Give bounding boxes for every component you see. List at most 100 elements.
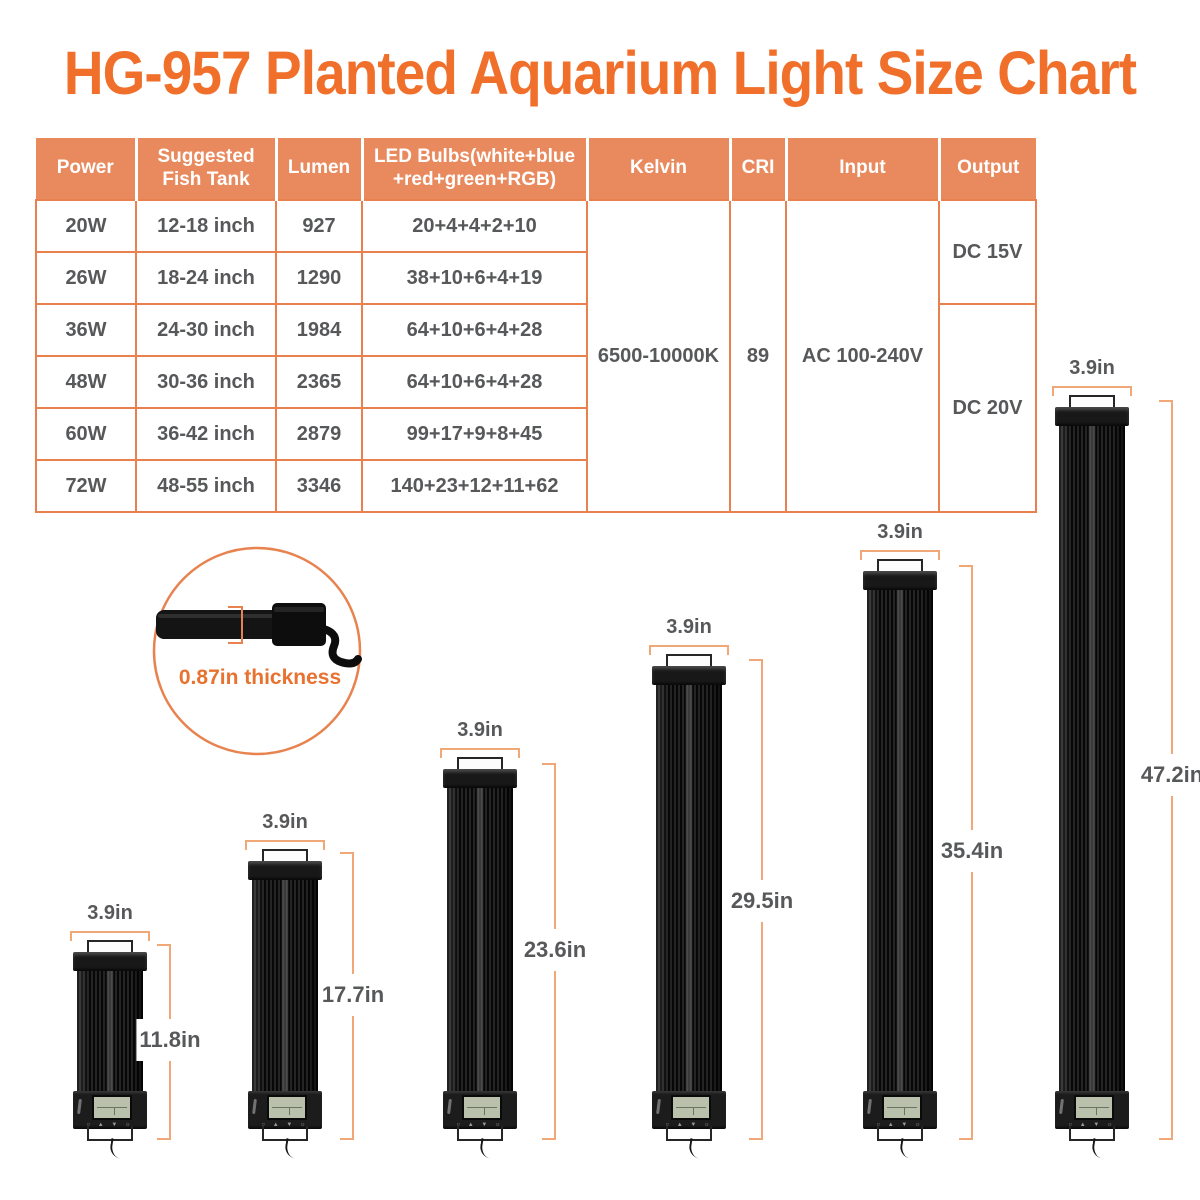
light-side-view-illustration: 0.87in thickness <box>152 546 362 756</box>
cell-tank: 36-42 inch <box>135 407 277 461</box>
bar-control-box: ○ ▲ ▼ ☼ <box>652 1091 726 1129</box>
control-icons: ○ ▲ ▼ ☼ <box>1068 1122 1116 1128</box>
cell-power: 36W <box>35 303 137 357</box>
header-lumen: Lumen <box>274 138 362 201</box>
cell-bulbs: 20+4+4+2+10 <box>361 199 588 253</box>
width-bracket <box>649 645 729 655</box>
hanging-bracket-icon <box>877 1126 923 1141</box>
page-title: HG-957 Planted Aquarium Light Size Chart <box>63 39 1137 107</box>
height-label: 17.7in <box>318 974 388 1016</box>
header-power: Power <box>36 138 136 201</box>
bar-ribbed-body <box>252 880 318 1092</box>
hanging-bracket-icon <box>262 849 308 864</box>
bar-control-box: ○ ▲ ▼ ☼ <box>1055 1091 1129 1129</box>
thickness-label: 0.87in thickness <box>179 666 341 689</box>
cell-power: 26W <box>35 251 137 305</box>
bar-top-cap <box>863 571 937 590</box>
height-dimension-line: 17.7in <box>318 852 388 1140</box>
header-output: Output <box>937 138 1036 201</box>
header-fish-tank: Suggested Fish Tank <box>134 138 276 201</box>
cell-tank: 18-24 inch <box>135 251 277 305</box>
height-dimension-line: 11.8in <box>136 944 204 1140</box>
cell-lumen: 2365 <box>275 355 363 409</box>
width-label: 3.9in <box>457 719 503 741</box>
power-cable-icon <box>108 1138 126 1159</box>
width-bracket <box>440 748 520 758</box>
header-cri: CRI <box>728 138 786 201</box>
cell-power: 20W <box>35 199 137 253</box>
brand-mark-icon <box>77 1098 82 1115</box>
control-icons: ○ ▲ ▼ ☼ <box>456 1122 504 1128</box>
cell-bulbs: 140+23+12+11+62 <box>361 459 588 513</box>
header-led-bulbs: LED Bulbs(white+blue +red+green+RGB) <box>360 138 587 201</box>
thickness-measure-mark <box>228 606 243 644</box>
width-label: 3.9in <box>1069 357 1115 379</box>
bar-top-cap <box>73 952 147 971</box>
bar-top-cap <box>652 666 726 685</box>
bar-ribbed-body <box>1059 426 1125 1092</box>
bar-control-box: ○ ▲ ▼ ☼ <box>443 1091 517 1129</box>
thickness-detail-circle: 0.87in thickness <box>148 543 366 761</box>
light-bar-47in: 3.9in ○ ▲ ▼ ☼ <box>1052 357 1132 1159</box>
height-dimension-line: 29.5in <box>727 659 797 1140</box>
lcd-display <box>882 1095 922 1120</box>
bar-top-cap <box>248 861 322 880</box>
cell-lumen: 3346 <box>275 459 363 513</box>
table-row: 36W 24-30 inch 1984 64+10+6+4+28 DC 20V <box>35 303 1037 513</box>
lcd-display <box>462 1095 502 1120</box>
brand-mark-icon <box>252 1098 257 1115</box>
hanging-bracket-icon <box>87 940 133 955</box>
hanging-bracket-icon <box>1069 1126 1115 1141</box>
bar-top-cap <box>443 769 517 788</box>
hanging-bracket-icon <box>666 1126 712 1141</box>
bar-ribbed-body <box>447 788 513 1092</box>
cell-power: 48W <box>35 355 137 409</box>
brand-mark-icon <box>447 1098 452 1115</box>
hanging-bracket-icon <box>457 1126 503 1141</box>
control-icons: ○ ▲ ▼ ☼ <box>665 1122 713 1128</box>
table-row: 20W 12-18 inch 927 20+4+4+2+10 6500-1000… <box>35 199 1037 513</box>
hanging-bracket-icon <box>877 559 923 574</box>
cell-output-dc15v: DC 15V <box>938 199 1037 305</box>
brand-mark-icon <box>1059 1098 1064 1115</box>
height-dimension-line: 47.2in <box>1137 400 1200 1140</box>
table-row: 72W 48-55 inch 3346 140+23+12+11+62 <box>35 459 1036 513</box>
power-cable-icon <box>898 1138 916 1159</box>
cell-tank: 24-30 inch <box>135 303 277 357</box>
header-input: Input <box>784 138 939 201</box>
cell-bulbs: 64+10+6+4+28 <box>361 355 588 409</box>
light-bar-35in: 3.9in ○ ▲ ▼ ☼ <box>860 521 940 1159</box>
height-label: 47.2in <box>1137 754 1200 796</box>
cell-lumen: 2879 <box>275 407 363 461</box>
height-label: 11.8in <box>136 1019 204 1061</box>
hanging-bracket-icon <box>262 1126 308 1141</box>
light-bar-29in: 3.9in ○ ▲ ▼ ☼ <box>649 616 729 1159</box>
light-bar-23in: 3.9in ○ ▲ ▼ ☼ <box>440 719 520 1159</box>
cell-kelvin: 6500-10000K <box>586 199 731 513</box>
cell-power: 72W <box>35 459 137 513</box>
hanging-bracket-icon <box>666 654 712 669</box>
lcd-display <box>267 1095 307 1120</box>
width-label: 3.9in <box>877 521 923 543</box>
width-label: 3.9in <box>666 616 712 638</box>
control-icons: ○ ▲ ▼ ☼ <box>261 1122 309 1128</box>
bar-top-cap <box>1055 407 1129 426</box>
header-kelvin: Kelvin <box>585 138 730 201</box>
bar-ribbed-body <box>656 685 722 1092</box>
bar-control-box: ○ ▲ ▼ ☼ <box>863 1091 937 1129</box>
power-cable-icon <box>478 1138 496 1159</box>
hanging-bracket-icon <box>87 1126 133 1141</box>
height-dimension-line: 23.6in <box>520 763 590 1140</box>
cell-tank: 48-55 inch <box>135 459 277 513</box>
control-icons: ○ ▲ ▼ ☼ <box>86 1122 134 1128</box>
brand-mark-icon <box>867 1098 872 1115</box>
cell-tank: 30-36 inch <box>135 355 277 409</box>
height-label: 23.6in <box>520 929 590 971</box>
lcd-display <box>92 1095 132 1120</box>
hanging-bracket-icon <box>1069 395 1115 410</box>
bar-control-box: ○ ▲ ▼ ☼ <box>73 1091 147 1129</box>
cell-bulbs: 99+17+9+8+45 <box>361 407 588 461</box>
hanger-hook-icon <box>320 625 362 668</box>
table-row: 60W 36-42 inch 2879 99+17+9+8+45 <box>35 407 1036 461</box>
power-cable-icon <box>687 1138 705 1159</box>
